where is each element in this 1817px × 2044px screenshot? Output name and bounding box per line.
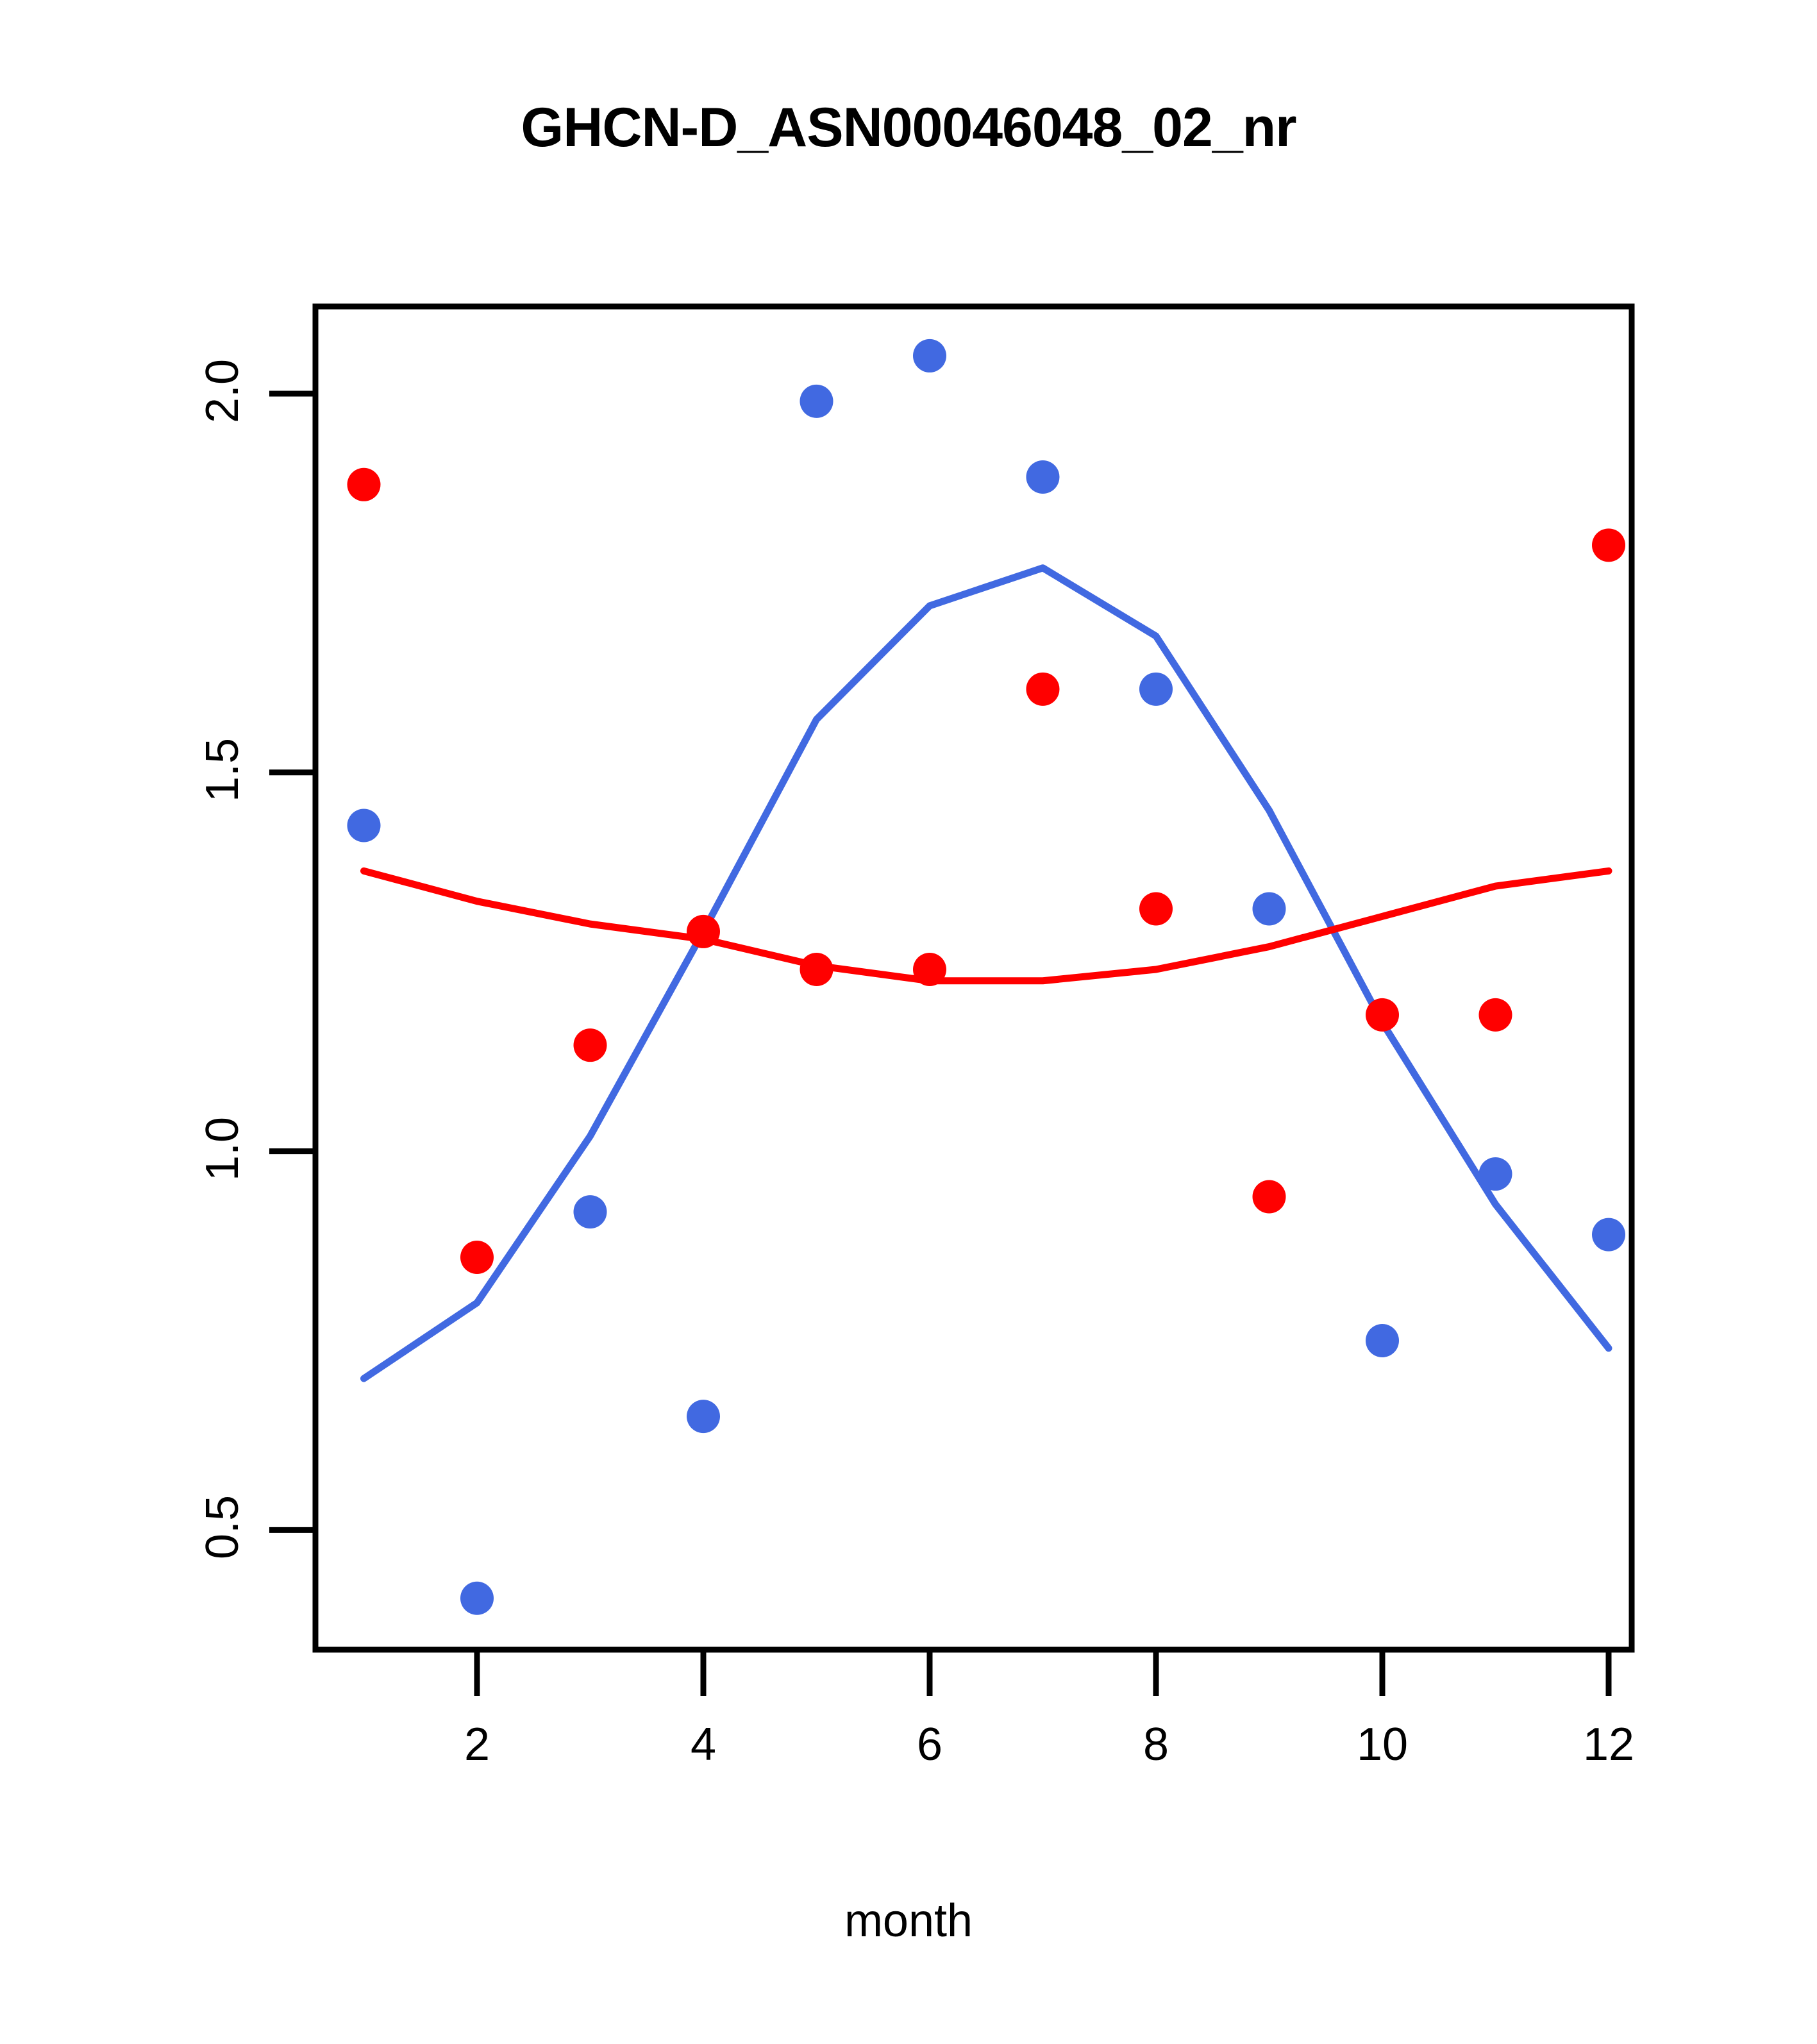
data-point-red-points <box>1592 528 1625 562</box>
data-point-red-points <box>1366 998 1399 1032</box>
data-point-red-points <box>800 953 833 987</box>
data-point-blue-points <box>1139 672 1173 706</box>
x-tick-label: 8 <box>1143 1719 1169 1770</box>
x-tick-label: 12 <box>1582 1719 1635 1770</box>
data-point-blue-points <box>1478 1157 1512 1191</box>
data-point-red-points <box>1252 1180 1286 1214</box>
data-point-blue-points <box>1592 1218 1625 1252</box>
x-tick-label: 6 <box>916 1719 943 1770</box>
data-point-red-points <box>1478 998 1512 1032</box>
data-point-blue-points <box>1366 1324 1399 1357</box>
data-point-blue-points <box>573 1195 607 1229</box>
plot-frame <box>312 303 1635 1653</box>
data-point-blue-points <box>800 384 833 418</box>
data-point-red-points <box>460 1241 494 1275</box>
y-tick-label: 1.5 <box>197 737 248 802</box>
data-point-blue-points <box>687 1400 720 1434</box>
series-line-blue-line <box>360 564 1612 1382</box>
data-point-blue-points <box>460 1581 494 1615</box>
x-axis-title: month <box>844 1895 973 1947</box>
x-tick-label: 4 <box>690 1719 717 1770</box>
data-point-blue-points <box>1252 892 1286 926</box>
data-point-red-points <box>1139 892 1173 926</box>
y-tick-label: 0.5 <box>197 1495 248 1560</box>
data-point-blue-points <box>1026 460 1060 494</box>
data-point-red-points <box>913 953 946 987</box>
data-point-red-points <box>573 1028 607 1062</box>
x-tick-label: 10 <box>1356 1719 1409 1770</box>
series-lines <box>360 564 1612 1382</box>
data-point-red-points <box>347 467 381 501</box>
data-point-red-points <box>687 914 720 948</box>
y-tick-label: 1.0 <box>197 1116 248 1181</box>
data-point-blue-points <box>913 339 946 373</box>
page-title: GHCN-D_ASN00046048_02_nr <box>521 97 1296 158</box>
series-line-red-line <box>360 867 1612 985</box>
y-tick-label: 2.0 <box>197 358 248 424</box>
series-points <box>347 339 1625 1615</box>
x-tick-label: 2 <box>464 1719 490 1770</box>
axis-tick-marks <box>269 390 1612 1696</box>
data-point-blue-points <box>347 808 381 842</box>
data-point-red-points <box>1026 672 1060 706</box>
